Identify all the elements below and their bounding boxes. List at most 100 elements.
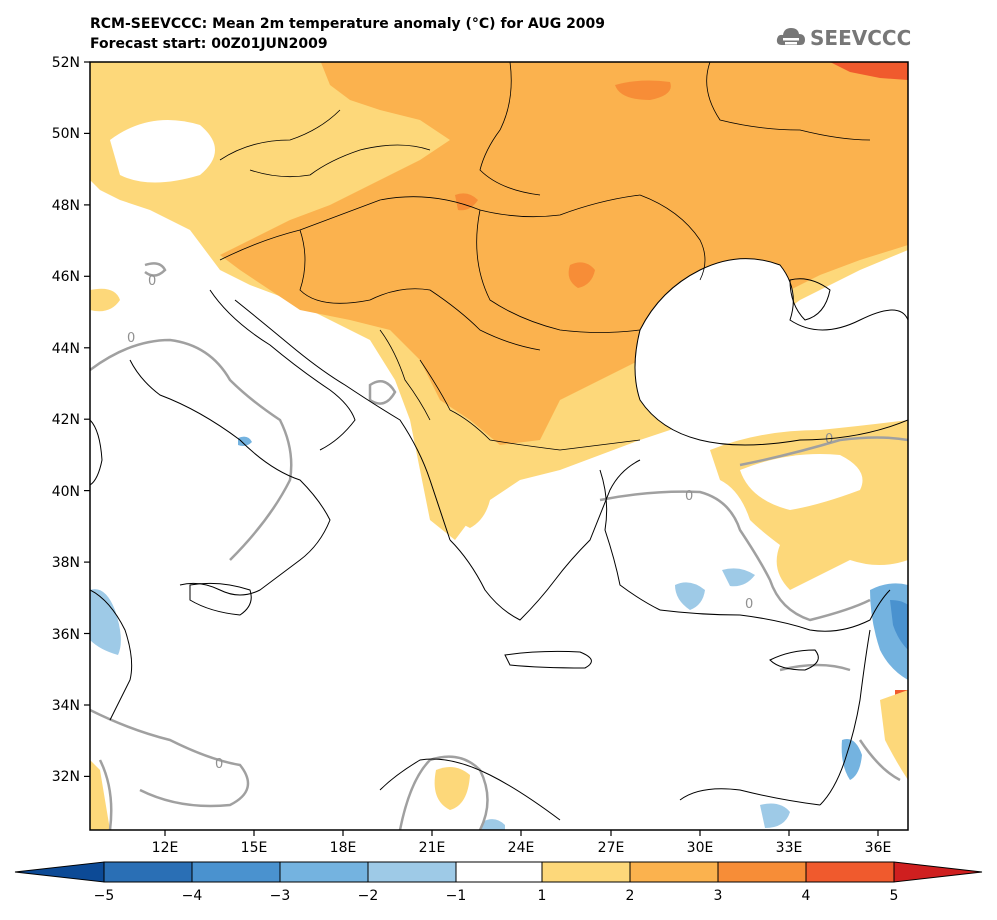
lon-label: 18E: [330, 840, 357, 856]
anomaly-neg-tunisia: [90, 589, 121, 655]
colorbar-segment: [455, 861, 543, 883]
colorbar-segment: [629, 861, 719, 883]
border-line: [419, 359, 641, 451]
anomaly-area-3-4-a: [615, 80, 671, 100]
coast-crete: [504, 650, 592, 669]
colorbar-segment: [191, 861, 281, 883]
coast-turkey-west: [599, 469, 661, 611]
border-line: [479, 62, 541, 196]
colorbar-label: 2: [626, 888, 635, 904]
latitude-labels: 52N 50N 48N 46N 44N 42N 40N 38N 36N 34N …: [52, 55, 80, 785]
zero-contour-anatolia: [599, 490, 871, 622]
colorbar-segment: [367, 861, 457, 883]
seevccc-logo: SEEVCCC: [776, 24, 911, 52]
anomaly-neg-italy: [238, 436, 252, 446]
anomaly-neg-levant-core: [890, 600, 908, 650]
border-line: [379, 329, 431, 421]
coast-black-sea: [634, 258, 908, 446]
longitude-labels: 12E 15E 18E 21E 24E 27E 30E 33E 36E: [152, 840, 892, 856]
anomaly-neg-turkey-s: [675, 582, 705, 610]
colorbar-label: −1: [446, 888, 467, 904]
coast-dalmatia: [234, 299, 451, 541]
border-line: [299, 229, 541, 351]
forecast-start-label: Forecast start: 00Z01JUN2009: [90, 36, 328, 52]
contour-label: 0: [745, 597, 753, 612]
zero-contour-libya2: [398, 755, 489, 830]
colorbar-arrow-high: [893, 861, 983, 883]
zero-contour-italy: [90, 338, 293, 561]
border-layer: [219, 62, 871, 451]
coastline-layer: [90, 258, 908, 821]
lat-label: 38N: [52, 555, 80, 571]
colorbar-segment: [717, 861, 807, 883]
anomaly-fill-layer: [90, 62, 908, 830]
anomaly-area-1-2-sw: [90, 760, 110, 830]
lon-label: 27E: [598, 840, 625, 856]
plot-frame: [89, 61, 909, 831]
coast-tunisia: [90, 589, 133, 721]
anomaly-area-4-5-ne: [830, 62, 908, 80]
anomaly-neg-sinai: [841, 739, 862, 780]
coast-italy: [129, 359, 331, 596]
lat-label: 46N: [52, 269, 80, 285]
anomaly-area-1-2-west: [90, 288, 120, 312]
coast-libya: [379, 758, 561, 821]
colorbar-label: −2: [358, 888, 379, 904]
coast-egypt: [679, 788, 821, 806]
zero-contour-adriatic: [368, 380, 397, 405]
colorbar-segment: [279, 861, 369, 883]
colorbar-segment: [805, 861, 895, 883]
coast-greece: [449, 459, 641, 621]
anomaly-neg-egypt: [760, 803, 790, 828]
coast-crimea: [789, 278, 831, 321]
colorbar-label: 1: [538, 888, 547, 904]
zero-contour-anatolia-n: [739, 436, 908, 467]
contour-label: 0: [215, 757, 223, 772]
lat-label: 52N: [52, 55, 80, 71]
coast-cyprus: [769, 649, 819, 671]
colorbar-label: −4: [182, 888, 203, 904]
zero-contour-layer: [90, 262, 908, 830]
border-line: [249, 144, 431, 178]
zero-contour-egypt: [858, 739, 901, 782]
coast-turkey-south: [659, 589, 891, 632]
colorbar-label: 4: [802, 888, 811, 904]
colorbar-arrow-low: [14, 861, 105, 883]
anomaly-area-3-4-c: [455, 193, 478, 211]
border-line: [706, 62, 871, 141]
anomaly-area-3-4-b: [568, 262, 595, 288]
colorbar-label: −3: [270, 888, 291, 904]
zero-contour-north: [144, 262, 167, 277]
colorbar-label: −5: [94, 888, 115, 904]
coast-sicily: [189, 582, 252, 616]
colorbar-segment: [103, 861, 193, 883]
map-title: RCM-SEEVCCC: Mean 2m temperature anomaly…: [90, 16, 606, 32]
coast-levant: [819, 629, 871, 806]
anomaly-gap-alps: [90, 200, 177, 275]
lat-label: 42N: [52, 412, 80, 428]
lon-label: 15E: [241, 840, 268, 856]
colorbar-segment: [541, 861, 631, 883]
colorbar-labels: −5 −4 −3 −2 −1 1 2 3 4 5: [94, 888, 899, 904]
zero-contour-libya: [90, 708, 250, 808]
anomaly-area-2-3: [220, 62, 908, 445]
border-line: [219, 109, 341, 161]
zero-contour-sw: [98, 759, 113, 830]
anomaly-neg-turkey-s2: [722, 568, 755, 587]
border-line: [476, 209, 641, 333]
coast-sardinia: [90, 419, 103, 486]
lat-label: 48N: [52, 198, 80, 214]
colorbar: [14, 861, 983, 883]
lon-label: 30E: [687, 840, 714, 856]
anomaly-area-1-2-levant: [880, 690, 908, 780]
anomaly-gap-anatolia: [740, 454, 863, 510]
coast-italy-east: [209, 289, 356, 451]
anomaly-area-1-2-libya: [434, 766, 470, 810]
lat-label: 40N: [52, 484, 80, 500]
anomaly-neg-libya: [482, 819, 505, 830]
contour-label: 0: [825, 432, 833, 447]
lon-label: 21E: [419, 840, 446, 856]
border-line: [639, 194, 706, 281]
contour-label: 0: [148, 274, 156, 289]
